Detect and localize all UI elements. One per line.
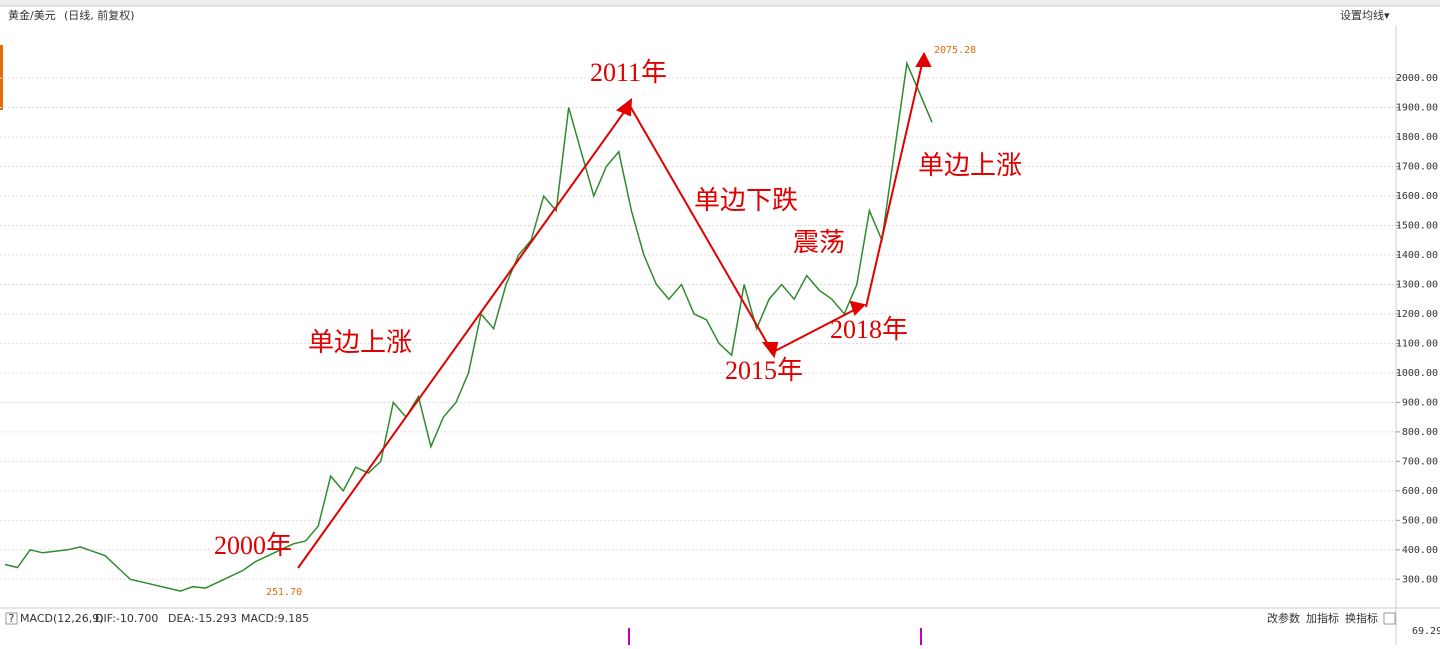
arrow	[629, 105, 771, 349]
arrowhead	[915, 51, 932, 67]
y-tick-label: 2000.00	[1396, 73, 1438, 84]
macd-button[interactable]: 换指标	[1345, 611, 1378, 625]
arrow	[297, 107, 628, 569]
y-tick-label: 1900.00	[1396, 103, 1438, 114]
annotation: 2011年	[590, 58, 667, 87]
mode: (日线, 前复权)	[64, 8, 135, 22]
y-tick-label: 1100.00	[1396, 338, 1438, 349]
y-tick-label: 1400.00	[1396, 250, 1438, 261]
y-tick-label: 1200.00	[1396, 309, 1438, 320]
y-tick-label: 1500.00	[1396, 220, 1438, 231]
macd-value: MACD:9.185	[241, 612, 309, 625]
macd-button[interactable]: 加指标	[1306, 611, 1339, 625]
arrowhead	[616, 97, 633, 117]
arrowhead	[849, 300, 866, 316]
annotation: 单边上涨	[308, 328, 412, 357]
arrow	[865, 63, 923, 308]
price-line	[4, 60, 933, 592]
macd-dea: DEA:-15.293	[168, 612, 237, 625]
macd-button[interactable]: 改参数	[1267, 611, 1300, 625]
annotation: 2000年	[214, 531, 292, 560]
toolbar	[0, 0, 1440, 6]
dropdown-icon[interactable]: ▾	[1384, 9, 1390, 22]
max-label: 2075.28	[934, 45, 976, 56]
close-icon[interactable]	[1383, 612, 1396, 625]
y-tick-label: 800.00	[1402, 427, 1438, 438]
annotation: 单边下跌	[694, 186, 798, 215]
annotation: 震荡	[793, 228, 845, 257]
y-tick-label: 1800.00	[1396, 132, 1438, 143]
y-tick-label: 1300.00	[1396, 279, 1438, 290]
y-tick-label: 900.00	[1402, 397, 1438, 408]
macd-axis-label: 69.29	[1412, 626, 1440, 637]
y-tick-label: 1700.00	[1396, 162, 1438, 173]
symbol: 黄金/美元	[8, 8, 56, 22]
y-tick-label: 300.00	[1402, 574, 1438, 585]
y-tick-label: 1000.00	[1396, 368, 1438, 379]
annotation: 单边上涨	[918, 151, 1022, 180]
y-tick-label: 700.00	[1402, 456, 1438, 467]
arrow	[774, 308, 857, 352]
min-label: 251.70	[266, 587, 302, 598]
arrowhead	[761, 342, 779, 359]
macd-name: MACD(12,26,9)	[20, 612, 104, 625]
side-marker	[0, 45, 3, 110]
ma-button[interactable]: 设置均线	[1340, 8, 1384, 22]
y-tick-label: 600.00	[1402, 486, 1438, 497]
annotation: 2015年	[725, 356, 803, 385]
y-tick-label: 500.00	[1402, 515, 1438, 526]
help-icon[interactable]: ?	[9, 612, 15, 625]
macd-dif: DIF:-10.700	[95, 612, 158, 625]
help-icon[interactable]	[5, 612, 18, 625]
annotation: 2018年	[830, 315, 908, 344]
y-tick-label: 1600.00	[1396, 191, 1438, 202]
y-tick-label: 400.00	[1402, 545, 1438, 556]
arrows	[297, 51, 932, 569]
